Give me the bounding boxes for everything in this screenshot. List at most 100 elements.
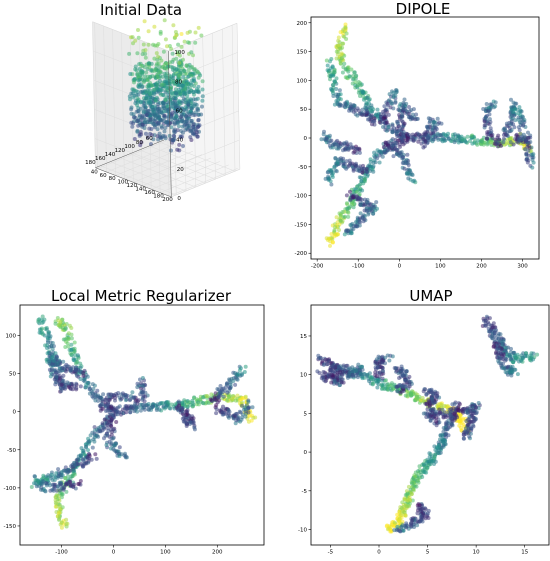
data-point [72, 346, 77, 351]
data-point [196, 25, 201, 30]
data-point [336, 35, 341, 40]
data-point [329, 232, 334, 236]
data-point [393, 93, 398, 98]
data-point [434, 419, 439, 424]
data-point [393, 366, 398, 371]
data-point [174, 405, 179, 410]
data-point [420, 507, 425, 511]
data-point [518, 109, 523, 114]
data-point [356, 90, 361, 95]
data-point [337, 228, 341, 232]
data-point [345, 206, 350, 211]
data-point [406, 167, 411, 172]
data-point [423, 516, 428, 521]
data-point [411, 107, 416, 112]
data-point [490, 336, 495, 341]
data-point [425, 125, 430, 130]
data-point [74, 381, 79, 386]
data-point [69, 342, 74, 347]
data-point [407, 132, 411, 137]
data-point [430, 130, 435, 135]
data-point [162, 62, 167, 67]
data-point [332, 79, 337, 84]
data-point [37, 330, 42, 335]
data-point [240, 403, 244, 408]
data-point [150, 117, 155, 122]
data-point [356, 80, 361, 84]
data-point [114, 392, 118, 396]
data-point [119, 452, 124, 457]
data-point [101, 392, 106, 397]
data-point [338, 218, 343, 223]
data-point [146, 29, 151, 34]
data-point [138, 377, 142, 382]
data-point [163, 90, 168, 95]
data-point [317, 356, 321, 361]
data-point [56, 467, 61, 472]
data-point [108, 404, 113, 409]
data-point [185, 93, 190, 98]
data-point [58, 483, 63, 488]
data-point [344, 37, 349, 41]
data-point [406, 158, 411, 163]
data-point [448, 424, 453, 429]
data-point [243, 414, 248, 419]
data-point [487, 316, 492, 321]
data-point [509, 346, 513, 351]
data-point [462, 136, 467, 141]
data-point [510, 364, 515, 369]
y-tick-label: 200 [162, 197, 173, 203]
data-point [176, 124, 181, 129]
data-point [422, 467, 427, 472]
data-point [401, 101, 406, 105]
data-point [88, 433, 93, 438]
data-point [191, 78, 196, 83]
z-tick-label: 20 [177, 167, 184, 173]
data-point [395, 512, 400, 517]
data-point [233, 382, 238, 387]
data-point [412, 392, 416, 397]
data-point [249, 418, 254, 423]
data-point [405, 498, 410, 503]
data-point [410, 116, 415, 121]
data-point [29, 485, 34, 489]
data-point [394, 148, 399, 153]
data-point [135, 409, 140, 414]
data-point [395, 389, 400, 394]
data-point [85, 456, 90, 461]
z-tick-label: 80 [175, 79, 182, 85]
data-point [104, 443, 109, 447]
y-tick-label: 140 [135, 187, 146, 193]
data-point [67, 323, 72, 328]
data-point [372, 150, 377, 155]
grid-line [202, 37, 206, 184]
data-point [358, 111, 363, 116]
data-point [213, 391, 218, 396]
z-axis-line [168, 50, 172, 197]
axes-frame [19, 304, 265, 546]
data-point [189, 50, 194, 55]
data-point [340, 70, 345, 75]
grid-line [94, 138, 171, 168]
data-point [154, 63, 159, 68]
x-tick-label: 180 [85, 160, 96, 166]
data-point [137, 77, 142, 82]
data-point [400, 113, 405, 118]
data-point [433, 452, 438, 457]
data-point [509, 119, 514, 124]
data-point [330, 240, 335, 245]
data-point [324, 58, 329, 63]
data-point [53, 321, 58, 326]
data-point [149, 68, 154, 73]
data-point [163, 125, 168, 130]
data-point [338, 30, 343, 35]
data-point [387, 92, 392, 97]
data-point [423, 130, 428, 135]
data-point [84, 445, 88, 450]
data-point [54, 488, 59, 493]
data-point [329, 380, 334, 385]
data-point [180, 130, 185, 135]
data-point [391, 154, 396, 159]
data-point [407, 105, 411, 109]
